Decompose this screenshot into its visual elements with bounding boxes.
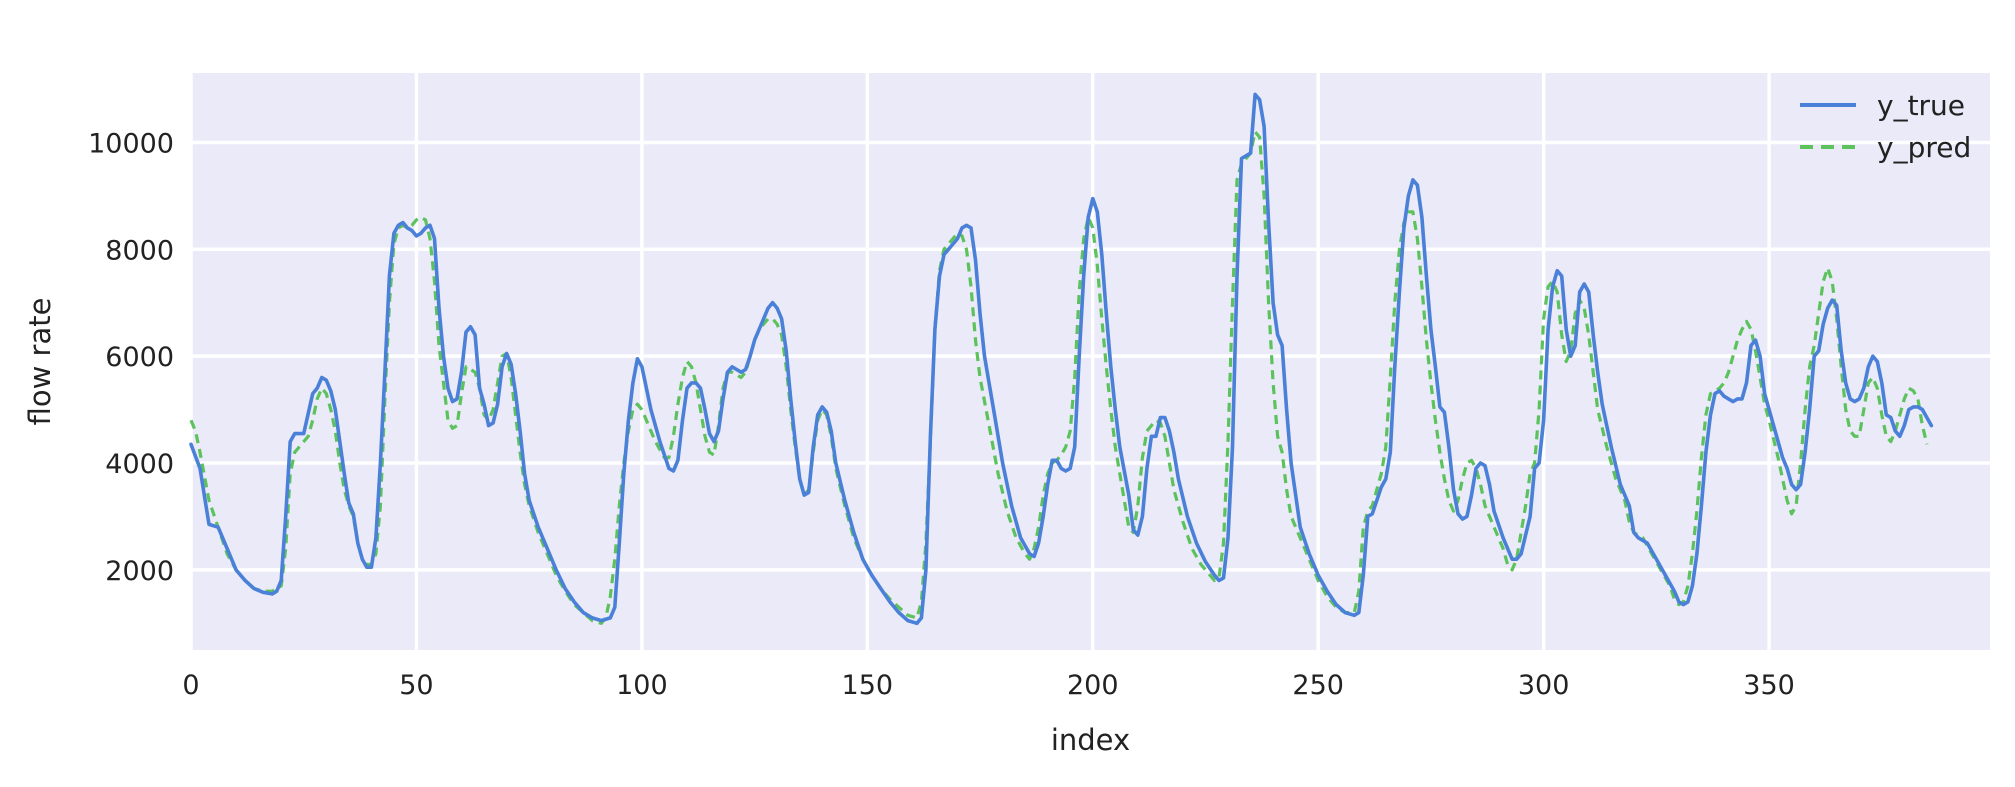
- y-tick-label: 4000: [105, 449, 174, 480]
- x-tick-label: 0: [182, 670, 199, 701]
- x-tick-label: 100: [616, 670, 668, 701]
- y-tick-label: 8000: [105, 235, 174, 266]
- plot-area: [191, 73, 1990, 650]
- x-tick-label: 250: [1292, 670, 1344, 701]
- y-axis-label: flow rate: [23, 298, 57, 426]
- legend: y_true y_pred: [1800, 89, 1971, 164]
- horizontal-gridlines: [191, 140, 1990, 572]
- x-tick-labels: 0 50 100 150 200 250 300 350: [182, 670, 1794, 701]
- legend-label-y_true: y_true: [1877, 89, 1965, 122]
- x-tick-label: 150: [842, 670, 894, 701]
- legend-label-y_pred: y_pred: [1877, 131, 1971, 164]
- series-line-y_true: [189, 92, 1934, 626]
- x-tick-label: 350: [1743, 670, 1795, 701]
- y-tick-label: 10000: [88, 128, 174, 159]
- x-tick-label: 200: [1067, 670, 1119, 701]
- x-axis-label: index: [1051, 723, 1130, 757]
- y-tick-label: 6000: [105, 342, 174, 373]
- series-layer: [189, 92, 1934, 626]
- y-tick-label: 2000: [105, 556, 174, 587]
- x-tick-label: 300: [1518, 670, 1570, 701]
- x-tick-label: 50: [399, 670, 433, 701]
- vertical-gridlines: [189, 73, 1771, 650]
- y-tick-labels: 2000 4000 6000 8000 10000: [88, 128, 174, 586]
